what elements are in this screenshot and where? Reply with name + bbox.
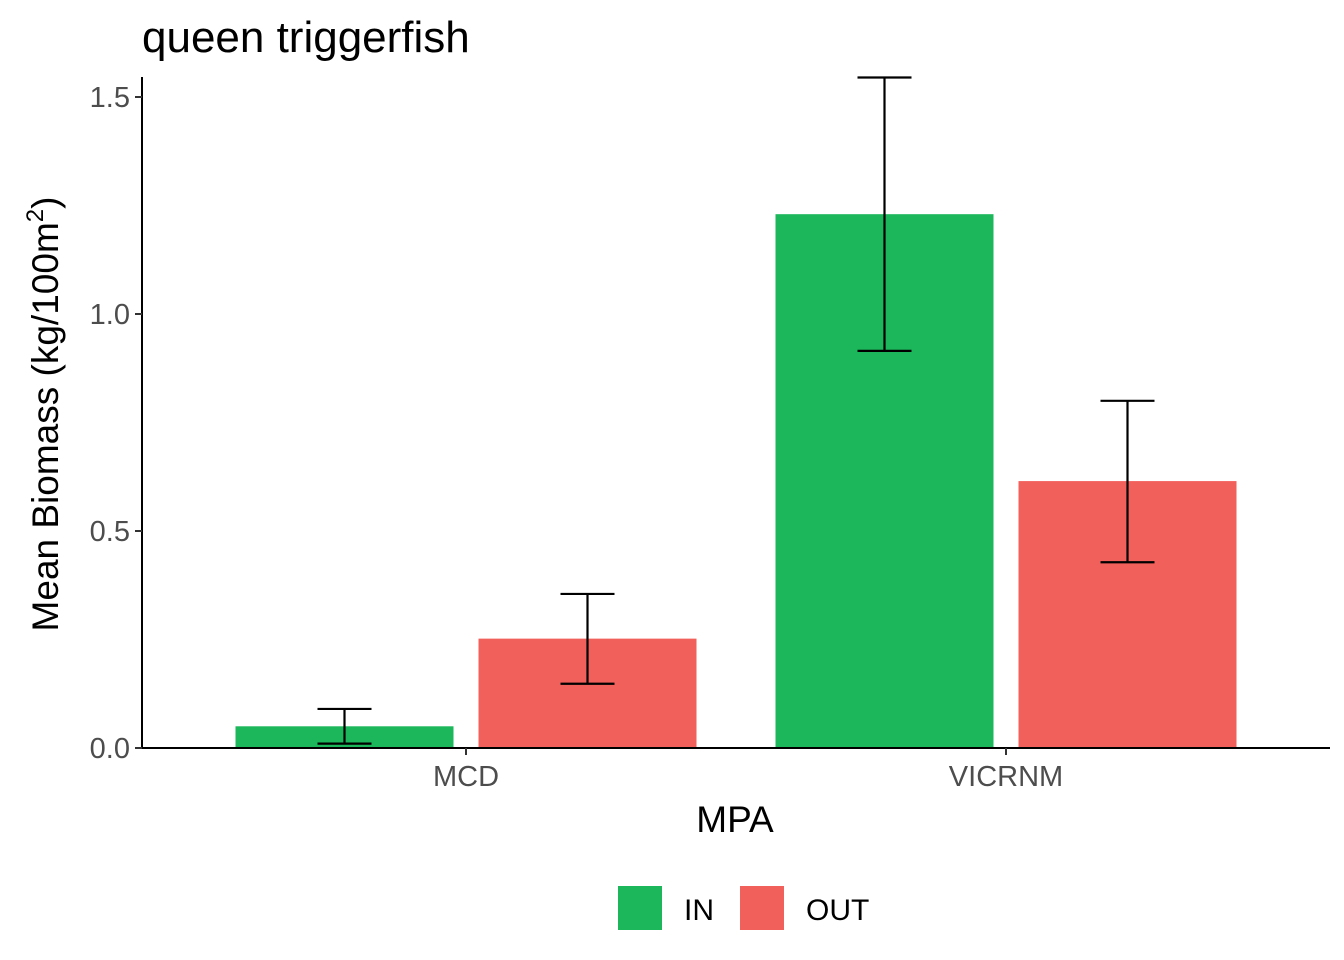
error-bars xyxy=(317,76,1155,745)
y-ticks: 0.0 0.5 1.0 1.5 xyxy=(90,82,142,765)
y-axis-title-superscript: 2 xyxy=(22,209,49,222)
y-tick-label: 0.5 xyxy=(90,516,130,548)
x-tick-label: VICRNM xyxy=(949,761,1063,793)
error-bar-mcd-out xyxy=(560,592,615,685)
legend-label-out: OUT xyxy=(806,894,869,927)
y-tick-label: 1.0 xyxy=(90,299,130,331)
x-axis-title: MPA xyxy=(696,799,774,840)
y-tick-label: 0.0 xyxy=(90,733,130,765)
chart-title: queen triggerfish xyxy=(142,13,470,62)
error-bar-mcd-in xyxy=(317,707,372,745)
y-axis-title-suffix: ) xyxy=(25,197,66,209)
y-axis-title-main: Mean Biomass (kg/100m xyxy=(25,222,66,631)
error-bar-vicrnm-out xyxy=(1100,399,1155,564)
bars xyxy=(235,214,1237,748)
x-tick-label: MCD xyxy=(433,761,499,793)
legend-key-out xyxy=(740,886,784,930)
legend-key-in xyxy=(618,886,662,930)
error-bar-vicrnm-in xyxy=(857,76,912,352)
x-ticks: MCD VICRNM xyxy=(433,748,1063,793)
y-tick-label: 1.5 xyxy=(90,82,130,114)
legend: IN OUT xyxy=(618,886,869,930)
legend-label-in: IN xyxy=(684,894,714,927)
y-axis-title: Mean Biomass (kg/100m2) xyxy=(22,197,66,632)
